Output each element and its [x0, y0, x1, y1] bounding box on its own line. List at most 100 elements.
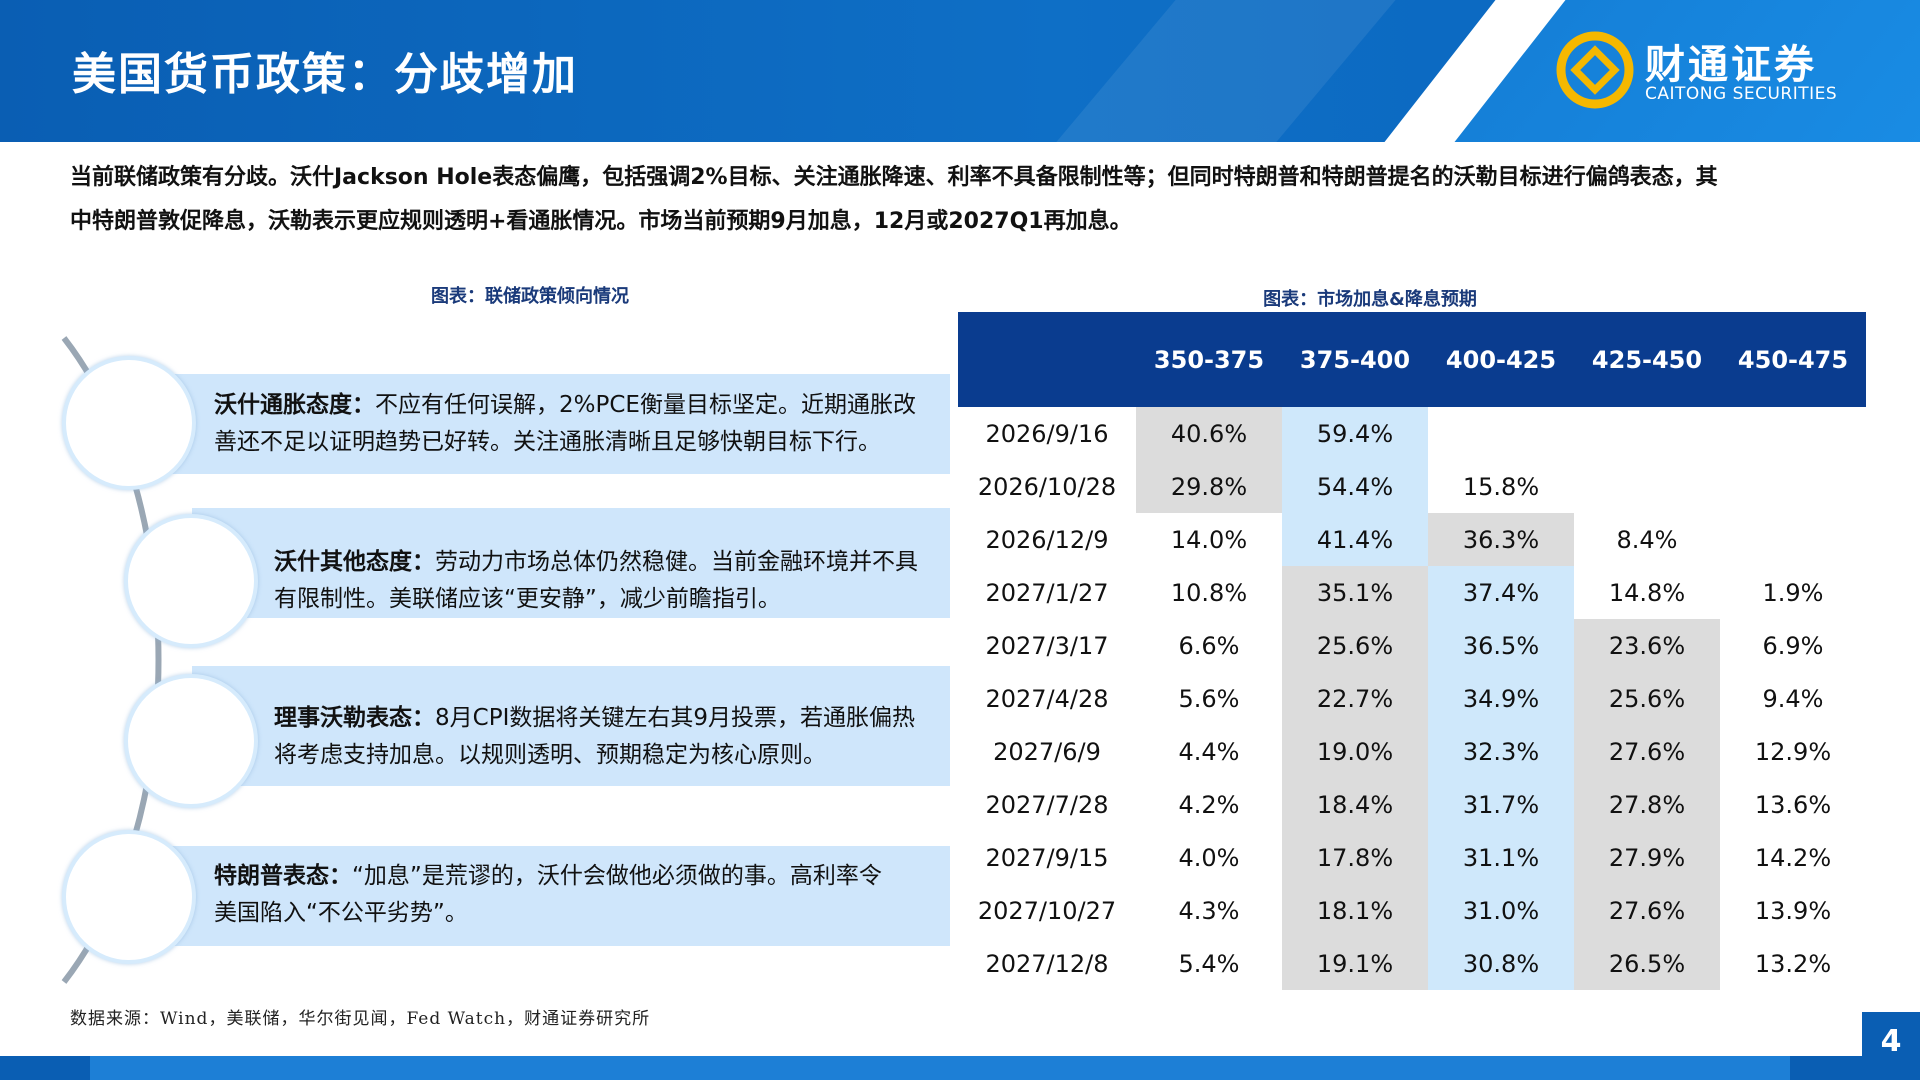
table-value-cell: 4.0%	[1178, 843, 1240, 872]
table-date-cell: 2027/9/15	[985, 843, 1109, 872]
table-value-cell: 14.2%	[1754, 843, 1832, 872]
table-value-cell: 14.0%	[1170, 525, 1248, 554]
table-row: 2027/1/27 10.8% 35.1% 37.4% 14.8% 1.9%	[958, 566, 1866, 619]
table-value-cell: 32.3%	[1428, 725, 1574, 778]
policy-item-4-bar	[172, 846, 950, 946]
table-value-cell: 35.1%	[1282, 566, 1428, 619]
table-value-cell: 27.6%	[1574, 884, 1720, 937]
footer-bar	[0, 1056, 1920, 1080]
table-value-cell: 40.6%	[1136, 407, 1282, 460]
policy-item-3-text: 理事沃勒表态：8月CPI数据将关键左右其9月投票，若通胀偏热 将考虑支持加息。以…	[274, 705, 915, 768]
policy-item-1-bar	[172, 374, 950, 474]
table-value-cell: 34.9%	[1428, 672, 1574, 725]
table-date-cell: 2026/10/28	[977, 472, 1117, 501]
table-value-cell: 6.9%	[1762, 631, 1824, 660]
table-value-cell: 59.4%	[1282, 407, 1428, 460]
policy-item-1-text: 沃什通胀态度：不应有任何误解，2%PCE衡量目标坚定。近期通胀改 善还不足以证明…	[214, 392, 916, 455]
table-value-cell: 18.1%	[1282, 884, 1428, 937]
policy-item-3-circle	[124, 674, 258, 808]
table-value-cell: 19.0%	[1282, 725, 1428, 778]
table-value-cell: 5.6%	[1178, 684, 1240, 713]
table-value-cell: 4.4%	[1178, 737, 1240, 766]
table-value-cell: 30.8%	[1428, 937, 1574, 990]
intro-paragraph: 当前联储政策有分歧。沃什Jackson Hole表态偏鹰，包括强调2%目标、关注…	[70, 156, 1860, 244]
policy-item-1-title: 沃什通胀态度	[214, 392, 352, 418]
policy-item-2-text: 沃什其他态度：劳动力市场总体仍然稳健。当前金融环境并不具 有限制性。美联储应该“…	[274, 549, 918, 612]
table-value-cell	[1720, 407, 1866, 460]
table-value-cell: 8.4%	[1616, 525, 1678, 554]
table-value-cell: 18.4%	[1282, 778, 1428, 831]
table-value-cell	[1428, 407, 1574, 460]
table-value-cell	[1720, 513, 1866, 566]
table-value-cell: 9.4%	[1762, 684, 1824, 713]
table-value-cell: 13.6%	[1754, 790, 1832, 819]
header-banner: 美国货币政策：分歧增加 财通证券 CAITONG SECURITIES	[0, 0, 1920, 142]
table-date-cell: 2027/10/27	[977, 896, 1117, 925]
table-date-cell: 2027/7/28	[985, 790, 1109, 819]
table-body: 2026/9/16 40.6% 59.4% 2026/10/28 29.8% 54.4% 1…	[958, 407, 1866, 990]
policy-item-2-circle	[124, 514, 258, 648]
table-header-cell: 400-425	[1428, 312, 1574, 407]
right-table-caption: 图表：市场加息&降息预期	[1263, 289, 1477, 310]
policy-item-2-bar	[192, 508, 950, 618]
table-value-cell: 15.8%	[1462, 472, 1540, 501]
table-value-cell: 25.6%	[1282, 619, 1428, 672]
table-value-cell: 10.8%	[1170, 578, 1248, 607]
table-value-cell: 23.6%	[1574, 619, 1720, 672]
table-value-cell: 19.1%	[1282, 937, 1428, 990]
intro-line-1: 当前联储政策有分歧。沃什Jackson Hole表态偏鹰，包括强调2%目标、关注…	[70, 165, 1718, 190]
table-value-cell: 27.8%	[1574, 778, 1720, 831]
table-header-cell: 350-375	[1136, 312, 1282, 407]
table-value-cell: 36.5%	[1428, 619, 1574, 672]
table-value-cell	[1574, 407, 1720, 460]
intro-line-2: 中特朗普敦促降息，沃勒表示更应规则透明+看通胀情况。市场当前预期9月加息，12月…	[70, 209, 1132, 234]
policy-item-3-title: 理事沃勒表态	[274, 705, 412, 731]
table-row: 2027/10/27 4.3% 18.1% 31.0% 27.6% 13.9%	[958, 884, 1866, 937]
table-date-cell: 2027/3/17	[985, 631, 1109, 660]
table-date-cell: 2027/6/9	[993, 737, 1101, 766]
logo-text-en: CAITONG SECURITIES	[1645, 84, 1838, 104]
table-row: 2027/9/15 4.0% 17.8% 31.1% 27.9% 14.2%	[958, 831, 1866, 884]
table-value-cell: 31.1%	[1428, 831, 1574, 884]
table-value-cell: 26.5%	[1574, 937, 1720, 990]
table-date-cell: 2026/9/16	[985, 419, 1109, 448]
policy-item-1-circle	[62, 356, 196, 490]
table-value-cell: 27.9%	[1574, 831, 1720, 884]
page-title: 美国货币政策：分歧增加	[72, 49, 578, 100]
policy-item-3-bar	[192, 666, 950, 786]
table-header-blank	[958, 312, 1136, 407]
table-value-cell: 37.4%	[1428, 566, 1574, 619]
table-value-cell: 4.3%	[1178, 896, 1240, 925]
table-value-cell: 22.7%	[1282, 672, 1428, 725]
rate-expectation-table: 350-375 375-400 400-425 425-450 450-475 2026…	[958, 312, 1866, 990]
table-row: 2027/12/8 5.4% 19.1% 30.8% 26.5% 13.2%	[958, 937, 1866, 990]
table-value-cell: 54.4%	[1282, 460, 1428, 513]
table-row: 2026/12/9 14.0% 41.4% 36.3% 8.4%	[958, 513, 1866, 566]
table-row: 2027/7/28 4.2% 18.4% 31.7% 27.8% 13.6%	[958, 778, 1866, 831]
footer-stripe	[90, 1056, 1790, 1080]
table-date-cell: 2027/1/27	[985, 578, 1109, 607]
table-row: 2026/10/28 29.8% 54.4% 15.8%	[958, 460, 1866, 513]
table-date-cell: 2027/4/28	[985, 684, 1109, 713]
table-value-cell: 25.6%	[1574, 672, 1720, 725]
table-row: 2026/9/16 40.6% 59.4%	[958, 407, 1866, 460]
table-value-cell	[1574, 460, 1720, 513]
table-value-cell: 12.9%	[1754, 737, 1832, 766]
table-row: 2027/4/28 5.6% 22.7% 34.9% 25.6% 9.4%	[958, 672, 1866, 725]
table-value-cell: 36.3%	[1428, 513, 1574, 566]
page-number: 4	[1862, 1012, 1920, 1080]
table-value-cell: 29.8%	[1136, 460, 1282, 513]
caitong-logo-icon	[1556, 31, 1634, 109]
table-value-cell: 13.9%	[1754, 896, 1832, 925]
table-value-cell: 14.8%	[1608, 578, 1686, 607]
table-date-cell: 2026/12/9	[985, 525, 1109, 554]
table-header-cell: 450-475	[1720, 312, 1866, 407]
table-value-cell: 13.2%	[1754, 949, 1832, 978]
table-row: 2027/6/9 4.4% 19.0% 32.3% 27.6% 12.9%	[958, 725, 1866, 778]
table-value-cell: 1.9%	[1762, 578, 1824, 607]
header-stripe	[990, 0, 1430, 142]
table-date-cell: 2027/12/8	[985, 949, 1109, 978]
logo-text-cn: 财通证券	[1645, 42, 1817, 88]
table-header-cell: 375-400	[1282, 312, 1428, 407]
policy-item-4-text: 特朗普表态：“加息”是荒谬的，沃什会做他必须做的事。高利率令 美国陷入“不公平劣…	[214, 863, 882, 926]
